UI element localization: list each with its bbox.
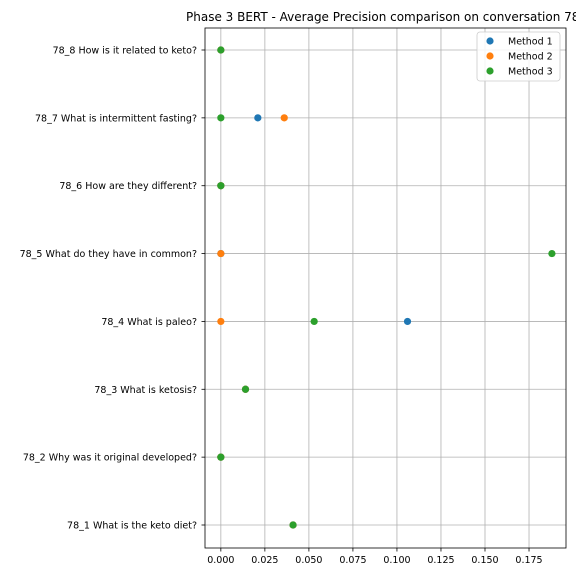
y-tick-label: 78_5 What do they have in common?	[20, 249, 197, 260]
data-point	[548, 249, 556, 258]
y-axis-ticks: 78_1 What is the keto diet? 78_2 Why was …	[20, 46, 205, 532]
data-point	[217, 453, 225, 461]
legend-label: Method 1	[508, 37, 553, 48]
x-tick-label: 0.025	[251, 555, 278, 566]
x-tick-label: 0.100	[383, 555, 410, 566]
plot-frame	[204, 27, 567, 549]
legend: Method 1 Method 2 Method 3	[476, 31, 561, 82]
data-point	[217, 249, 225, 258]
y-tick-label: 78_1 What is the keto diet?	[67, 521, 197, 532]
data-point	[289, 521, 297, 529]
legend-marker	[486, 52, 494, 60]
data-point	[310, 317, 318, 326]
y-tick-label: 78_3 What is ketosis?	[94, 385, 197, 396]
y-tick-label: 78_7 What is intermittent fasting?	[35, 113, 197, 124]
data-point	[217, 114, 225, 122]
legend-marker	[486, 37, 494, 45]
x-tick-label: 0.175	[515, 555, 542, 566]
data-point	[217, 46, 225, 54]
data-point	[217, 182, 225, 190]
chart-title: Phase 3 BERT - Average Precision compari…	[186, 10, 576, 24]
legend-box	[476, 31, 561, 82]
y-tick-label: 78_2 Why was it original developed?	[23, 453, 197, 464]
legend-label: Method 2	[508, 52, 553, 63]
x-tick-label: 0.075	[339, 555, 366, 566]
data-point	[403, 317, 412, 326]
legend-label: Method 3	[508, 67, 553, 78]
data-point	[217, 317, 225, 326]
legend-marker	[486, 67, 494, 75]
x-tick-label: 0.125	[427, 555, 454, 566]
y-tick-label: 78_4 What is paleo?	[101, 317, 197, 328]
x-tick-label: 0.150	[471, 555, 498, 566]
data-point	[254, 114, 262, 122]
data-points	[217, 46, 556, 529]
data-point	[280, 114, 288, 122]
x-axis-ticks: 0.000 0.025 0.050 0.075 0.100 0.125 0.150 0.175	[207, 548, 543, 566]
x-tick-label: 0.050	[295, 555, 322, 566]
y-tick-label: 78_6 How are they different?	[59, 181, 197, 192]
x-tick-label: 0.000	[207, 555, 234, 566]
y-tick-label: 78_8 How is it related to keto?	[53, 46, 197, 57]
data-point	[241, 385, 250, 393]
grid-lines	[205, 28, 566, 548]
